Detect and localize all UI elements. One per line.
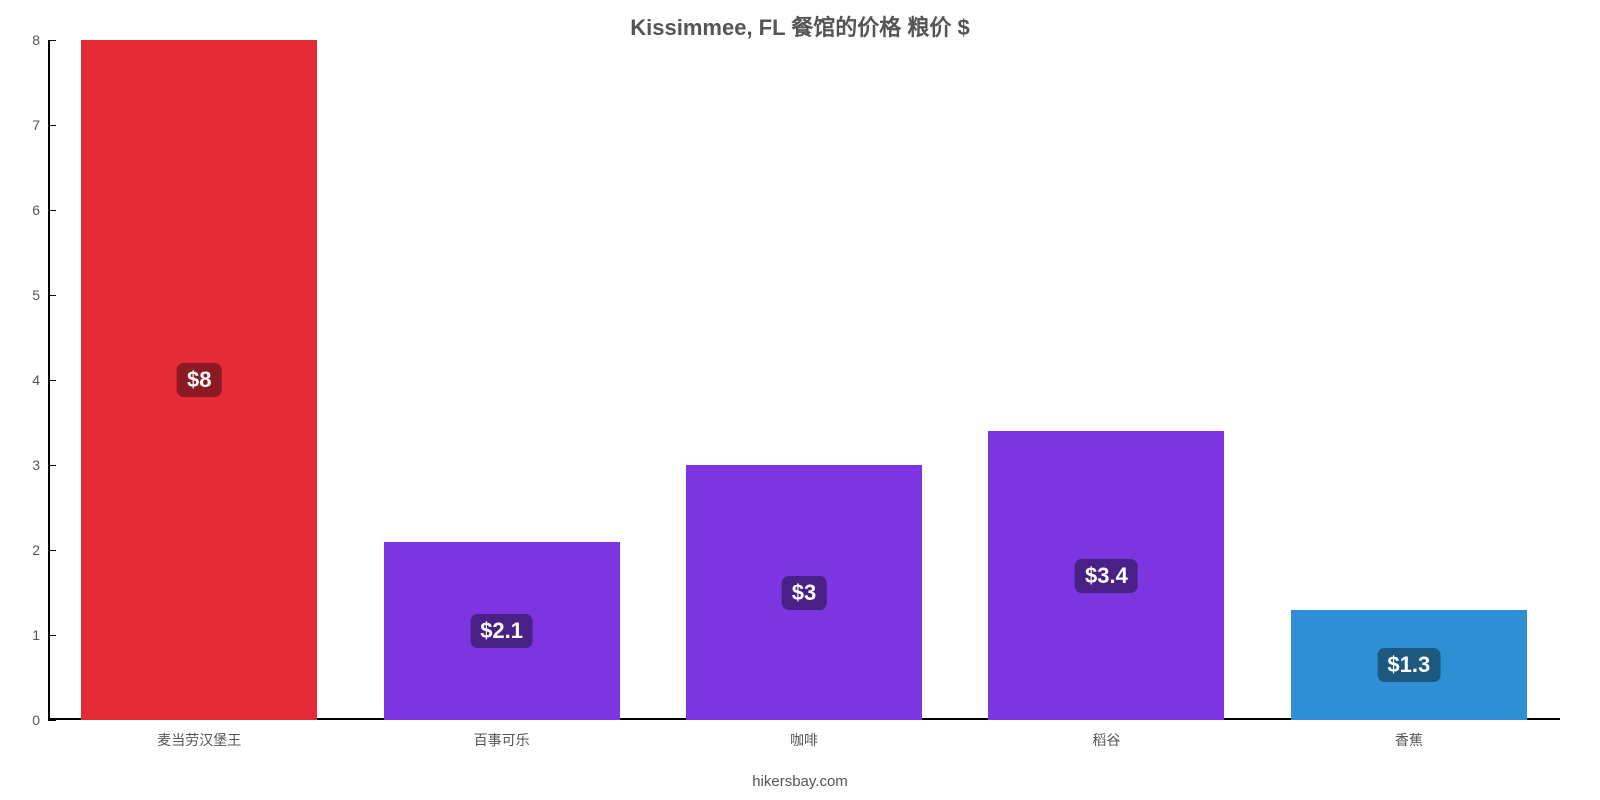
bar: $3.4 [988, 431, 1224, 720]
price-bar-chart: Kissimmee, FL 餐馆的价格 粮价 $ 012345678 $8麦当劳… [0, 0, 1600, 800]
category-label: 百事可乐 [474, 730, 530, 750]
bar-slot: $3咖啡 [653, 40, 955, 720]
chart-title: Kissimmee, FL 餐馆的价格 粮价 $ [0, 10, 1600, 42]
category-label: 稻谷 [1092, 730, 1120, 750]
bar: $8 [81, 40, 317, 720]
y-tick-label: 2 [10, 542, 40, 558]
bar-slot: $1.3香蕉 [1258, 40, 1560, 720]
chart-footer: hikersbay.com [0, 773, 1600, 790]
bar-slot: $2.1百事可乐 [350, 40, 652, 720]
y-tick-label: 3 [10, 457, 40, 473]
bar-value-label: $2.1 [470, 614, 533, 648]
bar: $1.3 [1291, 610, 1527, 721]
category-label: 香蕉 [1395, 730, 1423, 750]
bars-container: $8麦当劳汉堡王$2.1百事可乐$3咖啡$3.4稻谷$1.3香蕉 [48, 40, 1560, 720]
bar-slot: $3.4稻谷 [955, 40, 1257, 720]
y-tick-label: 5 [10, 287, 40, 303]
bar-value-label: $1.3 [1377, 648, 1440, 682]
y-tick-label: 6 [10, 202, 40, 218]
category-label: 麦当劳汉堡王 [157, 730, 241, 750]
y-tick-label: 4 [10, 372, 40, 388]
y-tick-label: 8 [10, 32, 40, 48]
bar-slot: $8麦当劳汉堡王 [48, 40, 350, 720]
bar-value-label: $3 [782, 576, 826, 610]
bar: $2.1 [384, 542, 620, 721]
bar-value-label: $8 [177, 363, 221, 397]
y-tick [48, 720, 56, 721]
plot-area: 012345678 $8麦当劳汉堡王$2.1百事可乐$3咖啡$3.4稻谷$1.3… [48, 40, 1560, 720]
y-tick-label: 7 [10, 117, 40, 133]
y-tick-label: 0 [10, 712, 40, 728]
bar: $3 [686, 465, 922, 720]
y-tick-label: 1 [10, 627, 40, 643]
category-label: 咖啡 [790, 730, 818, 750]
bar-value-label: $3.4 [1075, 559, 1138, 593]
